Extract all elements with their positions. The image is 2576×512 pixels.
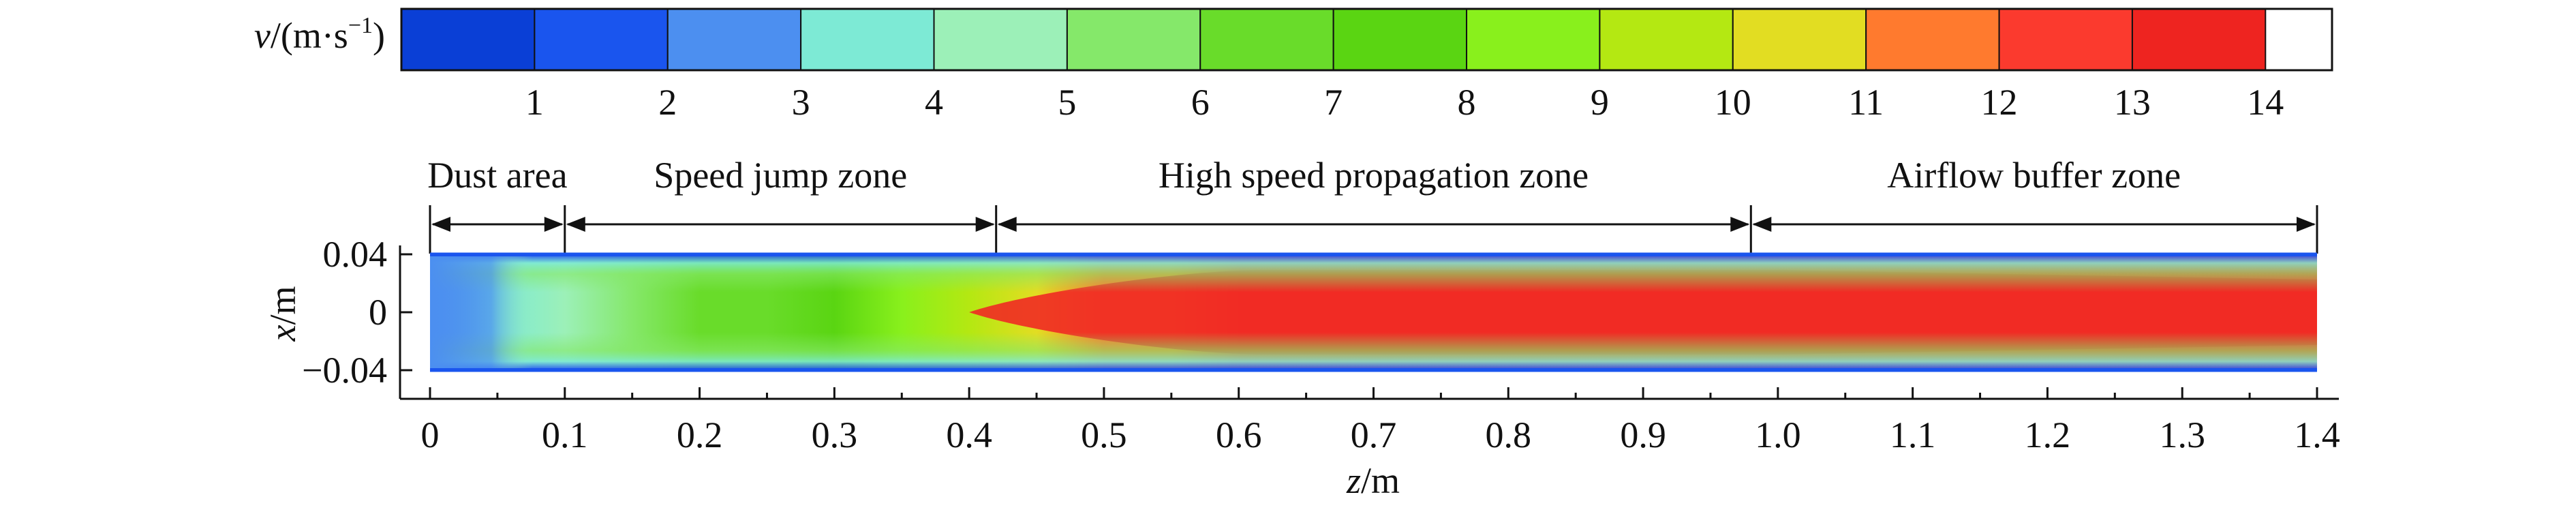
colorbar-tick-label: 6 (1191, 82, 1210, 123)
colorbar-tick-label: 4 (925, 82, 943, 123)
colorbar-cell (1865, 8, 2000, 71)
axes: 0 0.1 0.2 0.3 0.4 0.5 0.6 0.7 0.8 0.9 1.0 1.1 1.2 1.3… (262, 234, 2340, 501)
colorbar-cell (1332, 8, 1468, 71)
x-tick-label: 0.2 (677, 415, 723, 455)
colorbar-cell (1599, 8, 1734, 71)
colorbar-cells (401, 8, 2267, 71)
zone-annotations: Dust area Speed jump zone High speed propa… (427, 155, 2318, 254)
x-tick-label: 0.4 (946, 415, 992, 455)
colorbar-label-var: v (254, 15, 271, 56)
colorbar-cell (1066, 8, 1201, 71)
colorbar-tick-label: 1 (525, 82, 544, 123)
colorbar-label-close: ) (373, 15, 385, 56)
zone-arrowhead-left (1752, 217, 1772, 232)
zone-arrowhead-right (1730, 217, 1750, 232)
zone-arrowhead-left (997, 217, 1017, 232)
zone-label: Speed jump zone (654, 155, 907, 196)
colorbar-tick-label: 14 (2247, 82, 2284, 123)
zone-annotation: Airflow buffer zone (1752, 155, 2316, 232)
inlet-region (430, 256, 532, 368)
colorbar-tick-labels: 1 2 3 4 5 6 7 8 9 10 11 12 13 14 (525, 82, 2284, 123)
y-tick-label: 0.04 (323, 234, 388, 275)
colorbar-cell (933, 8, 1068, 71)
y-axis-title: x/m (262, 286, 303, 342)
colorbar-cell (1998, 8, 2133, 71)
colorbar-cell (401, 8, 536, 71)
zone-annotation: Speed jump zone (566, 155, 995, 232)
zone-arrowhead-right (975, 217, 995, 232)
zone-arrowhead-right (2297, 217, 2316, 232)
colorbar-label: v/(m·s−1) (254, 13, 385, 56)
colorbar-tick-label: 2 (658, 82, 677, 123)
x-axis-var: z (1346, 460, 1361, 501)
x-tick-label: 0.8 (1486, 415, 1532, 455)
zone-label: Dust area (427, 155, 567, 196)
zone-annotation: High speed propagation zone (997, 155, 1750, 232)
colorbar-tick-label: 5 (1058, 82, 1076, 123)
colorbar-frame (400, 7, 2333, 72)
x-axis-title: z/m (1346, 460, 1400, 501)
x-tick-label: 1.1 (1890, 415, 1936, 455)
x-tick-label: 0 (421, 415, 440, 455)
x-axis-unit: /m (1361, 460, 1400, 501)
x-tick-label: 0.3 (812, 415, 858, 455)
zone-arrowhead-left (566, 217, 585, 232)
y-axis-ticks: 0.04 0 −0.04 (302, 234, 412, 391)
colorbar-tick-label: 3 (792, 82, 810, 123)
y-tick-label: −0.04 (302, 350, 387, 391)
x-tick-label: 0.9 (1620, 415, 1666, 455)
colorbar: v/(m·s−1) 1 2 3 4 5 6 7 8 9 10 11 12 13 14 (254, 7, 2333, 123)
colorbar-cell (1732, 8, 1867, 71)
colorbar-cell (666, 8, 802, 71)
x-tick-label: 0.6 (1216, 415, 1262, 455)
zone-annotation: Dust area (427, 155, 568, 232)
x-axis-ticks: 0 0.1 0.2 0.3 0.4 0.5 0.6 0.7 0.8 0.9 1.0 1.1 1.2 1.3… (421, 387, 2340, 455)
colorbar-cell (800, 8, 935, 71)
x-tick-label: 1.0 (1755, 415, 1801, 455)
x-tick-label: 0.7 (1351, 415, 1397, 455)
colorbar-tick-label: 12 (1981, 82, 2018, 123)
colorbar-cell (1466, 8, 1601, 71)
colorbar-tick-label: 10 (1715, 82, 1751, 123)
colorbar-cell (1199, 8, 1334, 71)
x-tick-label: 0.5 (1081, 415, 1127, 455)
wall-boundary-layer (430, 256, 2317, 368)
y-tick-label: 0 (369, 292, 387, 333)
colorbar-tick-label: 13 (2114, 82, 2151, 123)
colorbar-tick-label: 9 (1591, 82, 1609, 123)
colorbar-label-unit: /(m·s (271, 15, 348, 56)
colorbar-cell (534, 8, 669, 71)
zone-arrowhead-right (544, 217, 564, 232)
zone-label: Airflow buffer zone (1887, 155, 2181, 196)
x-tick-label: 0.1 (542, 415, 588, 455)
colorbar-tick-label: 8 (1458, 82, 1476, 123)
zone-label: High speed propagation zone (1159, 155, 1589, 196)
colorbar-tick-label: 11 (1848, 82, 1884, 123)
y-axis-unit: /m (262, 286, 303, 325)
colorbar-tick-label: 7 (1324, 82, 1343, 123)
colorbar-cell (2131, 8, 2267, 71)
y-axis-var: x (262, 325, 303, 342)
colorbar-label-sup: −1 (348, 13, 373, 38)
contour-plot (430, 252, 2317, 372)
zone-arrowhead-left (431, 217, 450, 232)
x-tick-label: 1.4 (2294, 415, 2340, 455)
x-tick-label: 1.3 (2159, 415, 2205, 455)
x-tick-label: 1.2 (2025, 415, 2071, 455)
